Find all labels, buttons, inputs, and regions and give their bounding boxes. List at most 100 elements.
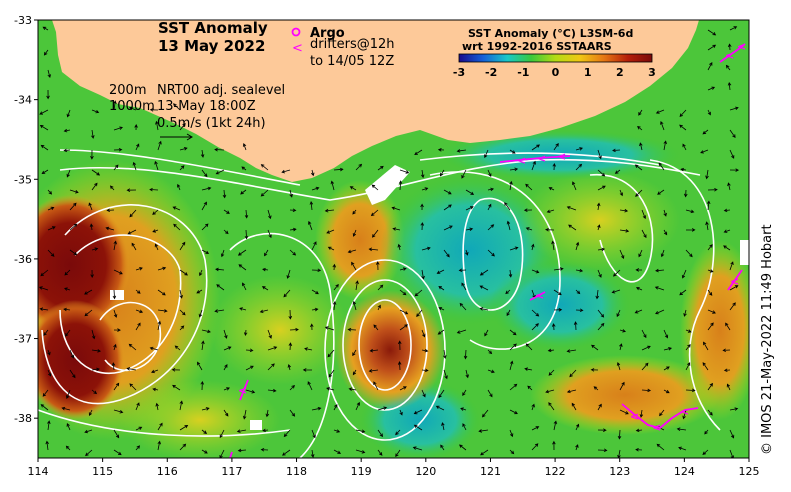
current-arrow xyxy=(635,268,643,272)
current-arrow xyxy=(375,261,380,271)
plot-area: < < < << <<< <<< xyxy=(38,20,749,458)
colorbar-tick-label: 2 xyxy=(616,66,624,79)
current-arrow xyxy=(438,307,445,311)
current-arrow xyxy=(39,307,49,311)
current-arrow xyxy=(179,400,184,411)
current-arrow xyxy=(377,165,384,171)
current-arrow xyxy=(531,269,540,274)
current-arrow xyxy=(723,368,731,373)
current-arrow xyxy=(220,249,225,258)
current-arrow xyxy=(566,206,577,211)
current-arrow xyxy=(201,407,210,411)
current-arrow xyxy=(531,403,535,411)
current-arrow xyxy=(149,187,159,192)
current-arrow xyxy=(260,189,269,197)
current-arrow xyxy=(597,428,607,432)
current-arrow xyxy=(637,125,643,131)
current-arrow xyxy=(135,445,141,451)
current-arrow xyxy=(395,449,401,457)
current-arrow xyxy=(283,289,291,298)
current-arrow xyxy=(113,309,118,318)
current-arrow xyxy=(179,424,189,431)
current-arrow xyxy=(201,249,210,254)
current-arrow xyxy=(174,345,181,351)
current-arrow xyxy=(152,209,159,215)
drifter-legend-icon: < xyxy=(292,41,303,56)
current-arrow xyxy=(215,169,225,175)
current-arrow xyxy=(327,349,335,358)
current-arrow xyxy=(612,148,621,153)
current-arrow xyxy=(635,428,643,433)
current-arrow xyxy=(553,143,559,151)
current-arrow xyxy=(223,409,229,417)
current-arrow xyxy=(223,329,228,339)
current-arrow xyxy=(66,169,71,178)
velocity-scale-label: 0.5m/s (1kt 24h) xyxy=(157,116,266,131)
current-arrow xyxy=(727,43,732,51)
current-arrow xyxy=(154,160,159,171)
current-arrow xyxy=(66,423,71,431)
current-arrow xyxy=(286,269,291,279)
current-arrow xyxy=(663,366,670,371)
current-arrow xyxy=(545,389,555,394)
current-arrow xyxy=(113,409,124,414)
current-arrow xyxy=(397,361,402,371)
current-arrow xyxy=(682,143,687,151)
current-arrow xyxy=(704,429,709,435)
current-arrow xyxy=(707,244,713,251)
current-arrow xyxy=(172,103,181,111)
current-arrow xyxy=(311,268,322,273)
current-arrow xyxy=(462,423,467,431)
current-arrow xyxy=(597,169,606,177)
current-arrow xyxy=(617,429,622,440)
current-arrow xyxy=(84,309,93,317)
current-arrow xyxy=(572,181,577,191)
current-arrow xyxy=(685,344,691,351)
current-arrow xyxy=(465,189,475,195)
current-arrow xyxy=(399,386,407,391)
current-arrow xyxy=(705,169,709,180)
current-arrow xyxy=(613,269,621,277)
current-arrow xyxy=(597,185,606,191)
velocity-scale-arrow xyxy=(160,133,193,141)
current-arrow xyxy=(421,269,425,280)
current-arrow xyxy=(89,223,94,231)
current-arrow xyxy=(435,405,445,411)
current-arrow xyxy=(157,309,168,313)
current-arrow xyxy=(487,203,492,211)
colorbar-tick-label: 1 xyxy=(584,66,592,79)
current-arrow xyxy=(47,420,51,431)
current-arrow xyxy=(287,363,291,371)
current-arrow xyxy=(368,368,379,373)
y-axis: -33 -34 -35 -36 -37 -38 xyxy=(14,14,38,425)
current-arrow xyxy=(524,367,533,371)
current-arrow xyxy=(40,404,49,411)
current-arrow xyxy=(566,349,577,353)
current-arrow xyxy=(551,323,556,331)
current-arrow xyxy=(242,143,247,151)
current-arrow xyxy=(663,229,668,236)
svg-text:<: < xyxy=(680,405,689,418)
current-arrow xyxy=(327,246,335,251)
x-tick-label: 123 xyxy=(609,465,630,478)
current-arrow xyxy=(399,267,407,271)
current-arrow xyxy=(201,169,208,178)
current-arrow xyxy=(509,383,518,391)
current-arrow xyxy=(531,426,540,431)
current-arrow xyxy=(330,180,335,191)
current-arrow xyxy=(39,124,49,131)
current-arrow xyxy=(658,162,665,171)
current-arrow xyxy=(614,169,621,174)
current-arrow xyxy=(706,200,711,211)
current-arrow xyxy=(371,184,379,191)
current-arrow xyxy=(223,346,232,351)
drifter-track xyxy=(499,155,571,163)
current-arrow xyxy=(412,446,423,451)
current-arrow xyxy=(525,227,533,231)
current-arrow xyxy=(461,169,467,179)
current-arrow xyxy=(573,321,578,331)
current-arrow xyxy=(683,189,688,198)
current-arrow xyxy=(240,189,247,195)
current-arrow xyxy=(456,329,467,334)
current-arrow xyxy=(575,308,584,313)
